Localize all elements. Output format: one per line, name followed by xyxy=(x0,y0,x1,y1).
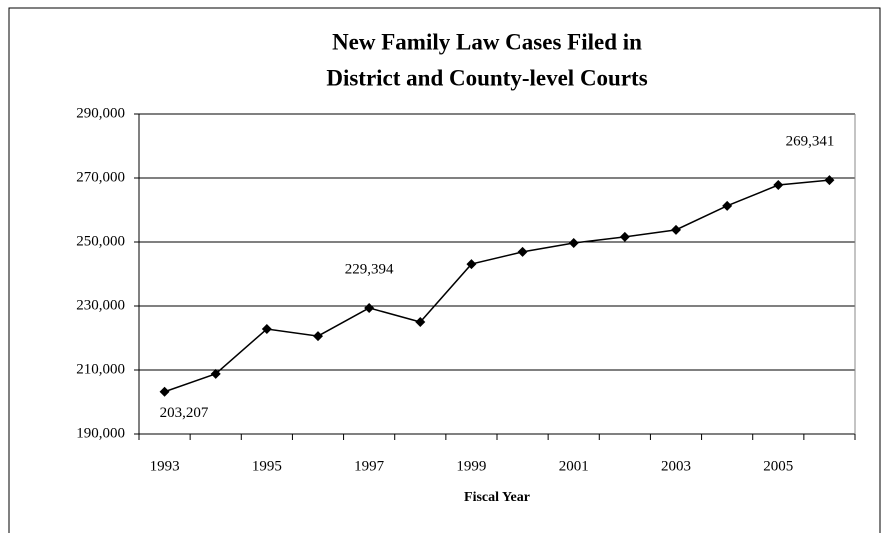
y-tick-label: 210,000 xyxy=(76,361,125,377)
marker xyxy=(722,200,733,211)
data-label: 229,394 xyxy=(345,261,394,277)
marker xyxy=(415,317,426,327)
marker xyxy=(313,331,323,342)
y-tick-label: 190,000 xyxy=(76,425,125,441)
x-tick-label: 2003 xyxy=(661,458,691,474)
data-label: 203,207 xyxy=(160,405,209,421)
marker xyxy=(773,180,784,191)
chart-title: New Family Law Cases Filed in xyxy=(332,29,642,54)
y-tick-label: 250,000 xyxy=(76,233,125,249)
x-tick-label: 1997 xyxy=(354,458,385,474)
x-tick-label: 2001 xyxy=(559,458,589,474)
x-tick-label: 1995 xyxy=(252,458,282,474)
x-tick-label: 1993 xyxy=(150,458,180,474)
marker xyxy=(517,246,528,257)
marker xyxy=(364,302,375,313)
marker xyxy=(159,386,170,397)
y-tick-label: 230,000 xyxy=(76,297,125,313)
marker xyxy=(568,237,579,248)
y-tick-label: 290,000 xyxy=(76,105,125,121)
x-tick-label: 2005 xyxy=(763,458,793,474)
chart-border xyxy=(8,7,881,533)
marker xyxy=(466,259,477,270)
marker xyxy=(619,231,630,242)
x-tick-label: 1999 xyxy=(456,458,486,474)
chart-subtitle: District and County-level Courts xyxy=(326,65,647,90)
marker xyxy=(261,324,272,335)
y-tick-label: 270,000 xyxy=(76,169,125,185)
x-axis-title: Fiscal Year xyxy=(464,490,530,505)
series-line xyxy=(164,179,830,393)
marker xyxy=(671,224,681,235)
data-label: 269,341 xyxy=(786,134,835,150)
marker xyxy=(824,175,835,186)
marker xyxy=(210,368,221,379)
